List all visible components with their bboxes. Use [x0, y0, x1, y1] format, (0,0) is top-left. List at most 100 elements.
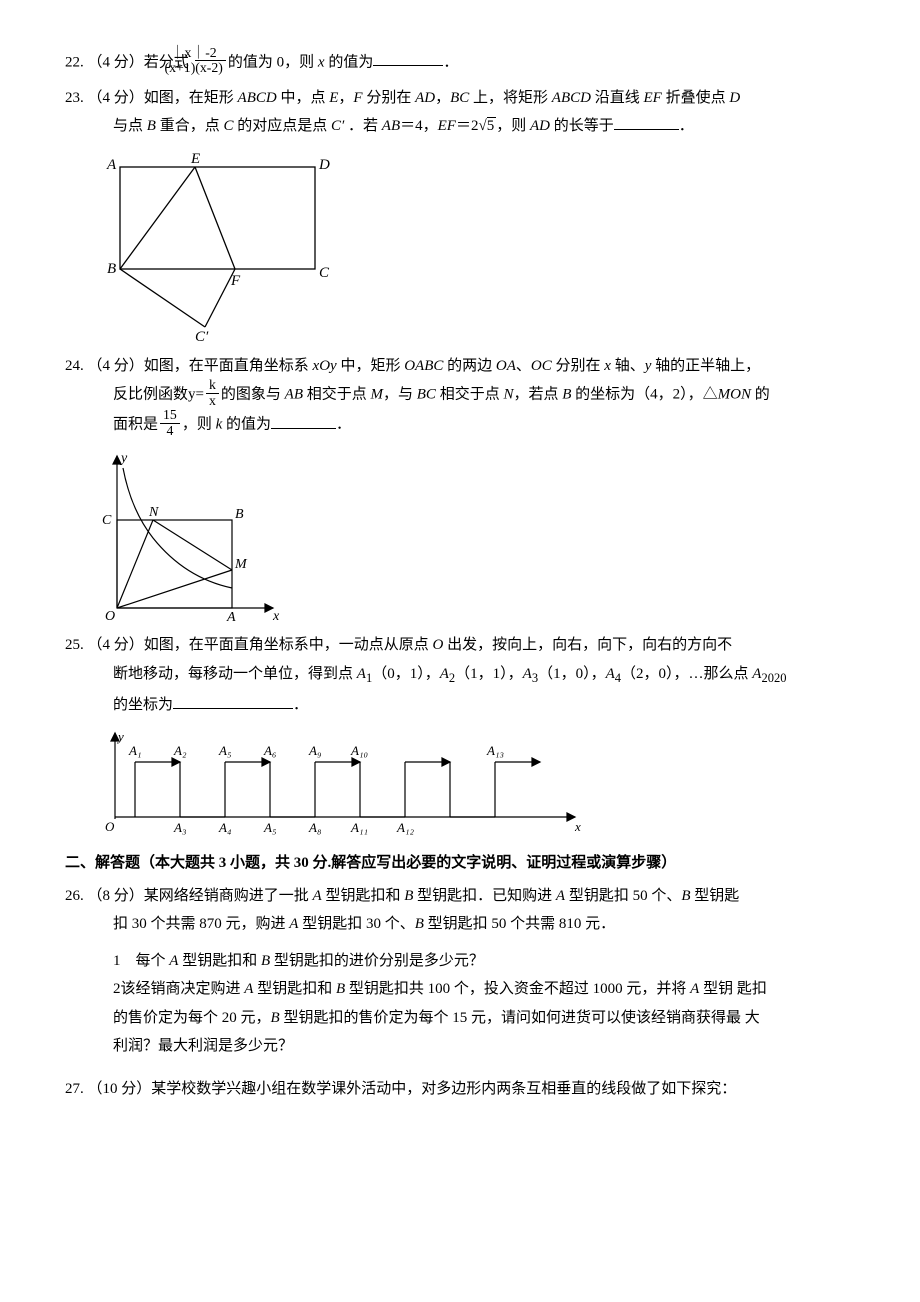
q26-sub2-line3: 利润？最大利润是多少元？ [65, 1032, 855, 1061]
lbl: A₅ [263, 820, 276, 835]
lbl: A₁ [128, 743, 141, 758]
denominator: (x+1)(x-2) [195, 61, 226, 75]
text: 扣 30 个共需 870 元，购进 [113, 916, 289, 932]
label: xOy [313, 358, 337, 374]
label: B [404, 888, 413, 904]
lbl: A₁₂ [396, 820, 414, 835]
num: 15 [160, 408, 180, 423]
den: x [206, 394, 219, 408]
text: ． [336, 417, 351, 433]
q23-line2: 与点 B 重合，点 C 的对应点是点 C′ ．若 AB＝4，EF＝25，则 AD… [65, 112, 855, 141]
lbl: A₅ [218, 743, 231, 758]
text: 如图，在矩形 [144, 90, 238, 106]
label: BC [450, 90, 469, 106]
text: 出发，按向上，向右，向下，向右的方向不 [443, 637, 732, 653]
answer-blank [173, 694, 293, 709]
text: 每个 [136, 953, 170, 969]
text: 反比例函数 [113, 387, 188, 403]
radicand: 5 [487, 117, 497, 134]
q26-sub2-line1: 2该经销商决定购进 A 型钥匙扣和 B 型钥匙扣共 100 个，投入资金不超过 … [65, 975, 855, 1004]
label: A [440, 666, 449, 682]
fraction: 154 [160, 408, 180, 438]
text: 中，点 [277, 90, 330, 106]
var-x: x [318, 54, 325, 70]
text: ， [435, 90, 450, 106]
text: ． [443, 54, 458, 70]
label: A [556, 888, 565, 904]
lbl: A₁₃ [486, 743, 504, 758]
q26-sub1: 1 每个 A 型钥匙扣和 B 型钥匙扣的进价分别是多少元？ [65, 947, 855, 976]
text: 型钥匙 [691, 888, 740, 904]
coords: （0，1）， [372, 666, 440, 682]
label: O [433, 637, 444, 653]
axis-y: y [119, 451, 128, 466]
label: OC [531, 358, 552, 374]
label: B [261, 953, 270, 969]
label: EF [438, 118, 456, 134]
text: ＝2 [456, 118, 479, 134]
sub-num: 1 [113, 953, 121, 969]
label: A [606, 666, 615, 682]
q24-line1: 24. （4 分）如图，在平面直角坐标系 xOy 中，矩形 OABC 的两边 O… [35, 352, 855, 381]
text: 利润？最大利润是多少元？ [113, 1038, 293, 1054]
text: 轴的正半轴上， [651, 358, 760, 374]
figure-q25: y x O A₁ A₂ A₅ A₆ A₉ A₁₀ A₁₃ A₃ A₄ A₅ A₈… [95, 727, 855, 837]
figure-q23: A E D B F C C′ [95, 149, 855, 344]
label: B [147, 118, 156, 134]
label: M [371, 387, 384, 403]
text: 的坐标为 [113, 697, 173, 713]
section-2-header: 二、解答题（本大题共 3 小题，共 30 分.解答应写出必要的文字说明、证明过程… [65, 849, 855, 878]
q24-line3: 面积是154，则 k 的值为． [65, 410, 855, 440]
var: x [604, 358, 611, 374]
text: ，若点 [513, 387, 562, 403]
den: 4 [160, 424, 180, 438]
text: 轴、 [611, 358, 645, 374]
q-points: （4 分） [88, 637, 144, 653]
text: 型钥匙扣 30 个、 [298, 916, 414, 932]
text: 型钥匙扣的进价分别是多少元？ [270, 953, 484, 969]
sqrt: 5 [478, 112, 496, 141]
text: ，则 [182, 417, 216, 433]
sub-num: 2 [113, 981, 121, 997]
text: 型钥匙扣 50 个共需 810 元． [424, 916, 615, 932]
q24-line2: 反比例函数y=kx的图象与 AB 相交于点 M，与 BC 相交于点 N，若点 B… [65, 380, 855, 410]
text: 型钥匙扣和 [253, 981, 336, 997]
pt-Cp: C′ [195, 329, 209, 344]
pt-A: A [106, 157, 117, 173]
text: ，则 [496, 118, 530, 134]
q-points: （10 分） [88, 1081, 152, 1097]
label: ABCD [552, 90, 591, 106]
text: 型钥匙扣．已知购进 [413, 888, 556, 904]
label: BC [417, 387, 436, 403]
q26-line2: 扣 30 个共需 870 元，购进 A 型钥匙扣 30 个、B 型钥匙扣 50 … [65, 910, 855, 939]
text: 沿直线 [591, 90, 644, 106]
q-points: （4 分） [88, 90, 144, 106]
q-number: 24. [65, 358, 84, 374]
text: 上，将矩形 [469, 90, 552, 106]
num: k [206, 378, 219, 393]
label: A [690, 981, 699, 997]
q-number: 27. [65, 1081, 84, 1097]
coords: （1，0）， [538, 666, 606, 682]
label: A [357, 666, 366, 682]
text: 重合，点 [156, 118, 224, 134]
text: ， [338, 90, 353, 106]
pt-E: E [190, 151, 200, 167]
answer-blank [271, 414, 336, 429]
text: 的坐标为（4，2），△ [571, 387, 717, 403]
lbl: A₉ [308, 743, 321, 758]
text: ． [293, 697, 308, 713]
text: 的值为 [325, 54, 374, 70]
lbl: A₂ [173, 743, 187, 758]
text: 相交于点 [303, 387, 371, 403]
text: 型钥匙扣和 [178, 953, 261, 969]
q-points: （4 分） [88, 358, 144, 374]
text: 相交于点 [436, 387, 504, 403]
q-number: 22. [65, 54, 84, 70]
label: AB [285, 387, 303, 403]
q-number: 23. [65, 90, 84, 106]
label: MON [718, 387, 751, 403]
label: C′ [331, 118, 344, 134]
text: 型钥匙扣的售价定为每个 15 元，请问如何进货可以使该经销商获得最 大 [280, 1010, 760, 1026]
pt-O: O [105, 609, 115, 623]
